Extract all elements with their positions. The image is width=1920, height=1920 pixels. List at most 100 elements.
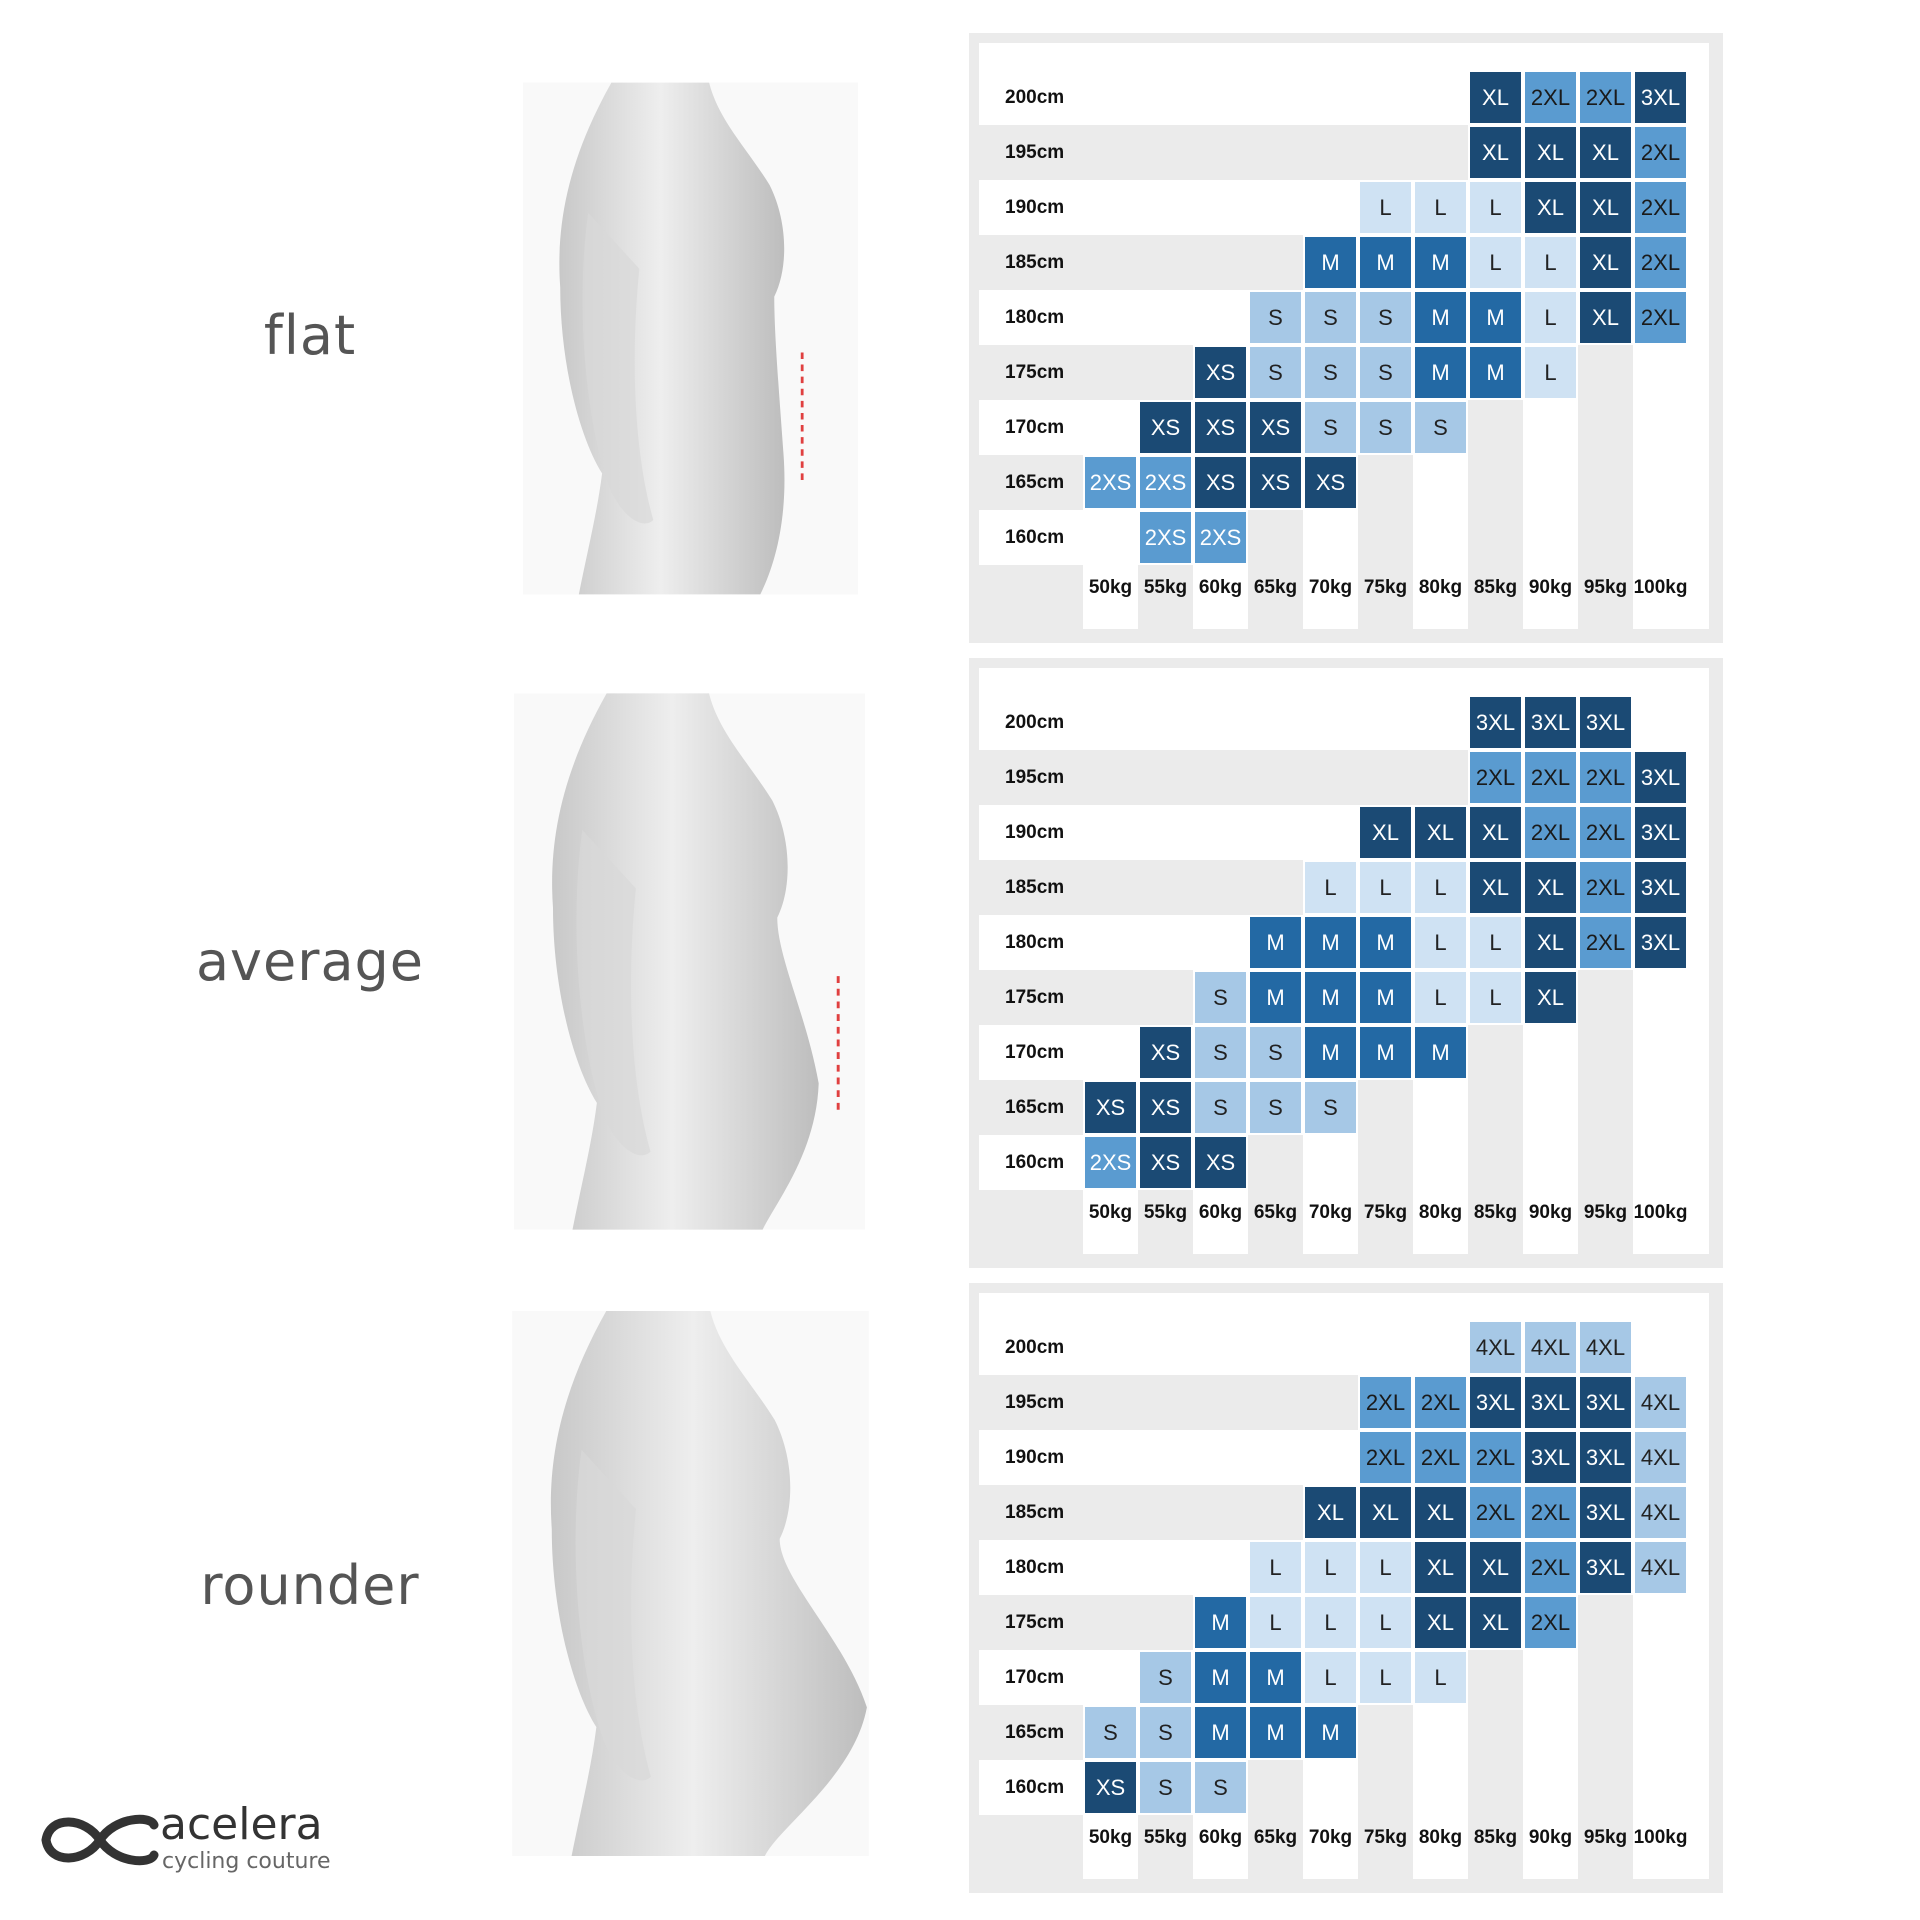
size-chart-flat: 200cm XL 2XL 2XL 3XL 195cm XL XL XL 2XL 190cm L L L XL… [969, 33, 1723, 643]
height-label: 165cm [1005, 1096, 1065, 1118]
weight-label: 90kg [1528, 1202, 1573, 1223]
size-cell: S [1303, 345, 1358, 400]
size-cell: XS [1138, 400, 1193, 455]
size-cell: XL [1523, 180, 1578, 235]
height-label: 165cm [1005, 471, 1065, 493]
height-label: 160cm [1005, 1151, 1065, 1173]
size-cell: S [1248, 290, 1303, 345]
weight-label: 70kg [1308, 1827, 1353, 1848]
height-label: 180cm [1005, 931, 1065, 953]
weight-label: 75kg [1363, 577, 1408, 598]
row-stripe [979, 1595, 1193, 1650]
size-cell: 2XL [1523, 1485, 1578, 1540]
size-cell: M [1468, 290, 1523, 345]
size-cell: XS [1138, 1135, 1193, 1190]
size-cell: L [1523, 290, 1578, 345]
size-cell: L [1358, 860, 1413, 915]
size-cell: L [1303, 1595, 1358, 1650]
size-cell: L [1468, 180, 1523, 235]
size-cell: L [1413, 1650, 1468, 1705]
height-label: 165cm [1005, 1721, 1065, 1743]
height-label: 175cm [1005, 361, 1065, 383]
size-cell: 2XL [1578, 915, 1633, 970]
size-cell: L [1413, 970, 1468, 1025]
size-cell: L [1358, 180, 1413, 235]
size-cell: XS [1193, 345, 1248, 400]
row-stripe [979, 750, 1468, 805]
size-cell: L [1248, 1595, 1303, 1650]
size-cell: XS [1193, 400, 1248, 455]
size-cell: 4XL [1468, 1320, 1523, 1375]
size-cell: L [1358, 1595, 1413, 1650]
weight-label: 90kg [1528, 577, 1573, 598]
size-cell: S [1358, 290, 1413, 345]
size-cell: 2XS [1138, 510, 1193, 565]
row-stripe [979, 1760, 1083, 1815]
size-cell: L [1303, 1650, 1358, 1705]
size-cell: L [1303, 1540, 1358, 1595]
size-cell: L [1468, 915, 1523, 970]
size-cell: S [1193, 1080, 1248, 1135]
size-cell: XS [1303, 455, 1358, 510]
label-column-stripe [979, 1190, 1083, 1254]
height-label: 195cm [1005, 1391, 1065, 1413]
size-cell: 2XL [1523, 70, 1578, 125]
body-type-label: flat [263, 304, 357, 367]
size-cell: 3XL [1633, 860, 1688, 915]
size-cell: M [1303, 235, 1358, 290]
size-cell: M [1303, 915, 1358, 970]
weight-label: 85kg [1473, 577, 1518, 598]
size-cell: 4XL [1578, 1320, 1633, 1375]
size-cell: M [1413, 290, 1468, 345]
size-cell: M [1193, 1595, 1248, 1650]
weight-label: 55kg [1143, 1827, 1188, 1848]
size-cell: XL [1468, 1595, 1523, 1650]
height-label: 190cm [1005, 821, 1065, 843]
brand-logo: acelera cycling couture [40, 1799, 340, 1880]
weight-label: 60kg [1198, 1202, 1243, 1223]
size-cell: 2XL [1358, 1430, 1413, 1485]
size-cell: 3XL [1578, 1485, 1633, 1540]
size-cell: 2XL [1413, 1430, 1468, 1485]
size-cell: S [1413, 400, 1468, 455]
height-label: 180cm [1005, 1556, 1065, 1578]
weight-label: 95kg [1583, 1202, 1628, 1223]
size-cell: 2XL [1468, 1485, 1523, 1540]
size-cell: 2XL [1578, 860, 1633, 915]
size-cell: XL [1468, 805, 1523, 860]
height-label: 185cm [1005, 251, 1065, 273]
row-stripe [979, 695, 1468, 750]
weight-label: 80kg [1418, 1827, 1463, 1848]
row-stripe [979, 510, 1138, 565]
size-cell: XL [1358, 1485, 1413, 1540]
size-cell: XS [1083, 1760, 1138, 1815]
size-cell: 2XS [1193, 510, 1248, 565]
size-cell: XL [1468, 860, 1523, 915]
size-cell: 2XL [1523, 1540, 1578, 1595]
size-cell: M [1248, 915, 1303, 970]
size-cell: 2XL [1468, 750, 1523, 805]
row-stripe [979, 1540, 1248, 1595]
row-stripe [979, 915, 1248, 970]
size-cell: XS [1138, 1080, 1193, 1135]
size-cell: XS [1248, 455, 1303, 510]
size-cell: M [1248, 1705, 1303, 1760]
weight-label: 100kg [1633, 577, 1688, 598]
size-cell: 2XS [1083, 455, 1138, 510]
size-cell: M [1358, 915, 1413, 970]
size-cell: 3XL [1578, 695, 1633, 750]
label-column-stripe [979, 1815, 1083, 1879]
size-cell: M [1248, 970, 1303, 1025]
size-cell: S [1248, 1080, 1303, 1135]
size-cell: XS [1083, 1080, 1138, 1135]
height-label: 190cm [1005, 1446, 1065, 1468]
size-cell: XL [1468, 70, 1523, 125]
size-cell: 4XL [1633, 1485, 1688, 1540]
size-cell: XL [1578, 125, 1633, 180]
size-cell: 2XL [1358, 1375, 1413, 1430]
weight-label: 65kg [1253, 577, 1298, 598]
size-cell: XL [1468, 125, 1523, 180]
size-cell: XS [1193, 1135, 1248, 1190]
height-label: 185cm [1005, 876, 1065, 898]
size-cell: 2XL [1578, 70, 1633, 125]
